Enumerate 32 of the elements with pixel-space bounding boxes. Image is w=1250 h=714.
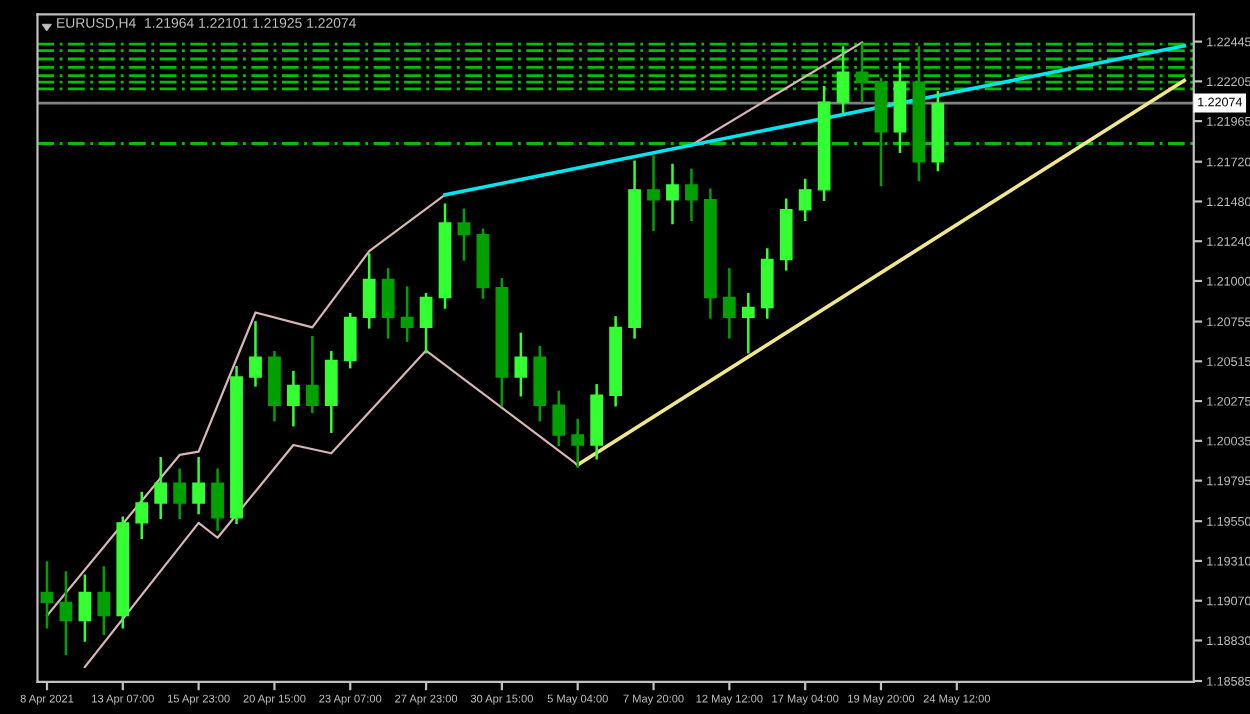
line-series <box>83 349 579 669</box>
candlestick <box>362 253 376 329</box>
candlestick <box>192 456 205 515</box>
candlestick <box>40 561 54 629</box>
candlestick <box>685 168 698 221</box>
candlestick <box>78 574 92 642</box>
candlestick <box>722 268 736 339</box>
candlestick <box>457 208 471 261</box>
candlestick <box>135 491 149 539</box>
candlestick <box>249 321 262 387</box>
candlestick <box>855 42 869 104</box>
candlestick <box>97 566 111 636</box>
candlestick <box>552 390 566 447</box>
candlestick <box>400 286 414 342</box>
candlestick <box>154 456 168 520</box>
candlestick <box>211 468 224 531</box>
candlestick <box>666 163 679 225</box>
candlestick <box>343 312 357 369</box>
candlestick <box>381 268 395 339</box>
candlestick <box>419 292 433 354</box>
candlestick <box>836 46 850 114</box>
candlestick <box>571 418 585 468</box>
candlestick <box>514 332 528 397</box>
candlestick <box>647 155 660 231</box>
candlestick <box>59 571 73 655</box>
candlestick <box>173 468 187 520</box>
candlestick <box>287 370 300 427</box>
candlestick <box>324 350 338 433</box>
candlestick <box>305 336 319 414</box>
line-series <box>45 193 447 617</box>
candlestick <box>741 292 755 354</box>
candlestick <box>798 178 812 221</box>
